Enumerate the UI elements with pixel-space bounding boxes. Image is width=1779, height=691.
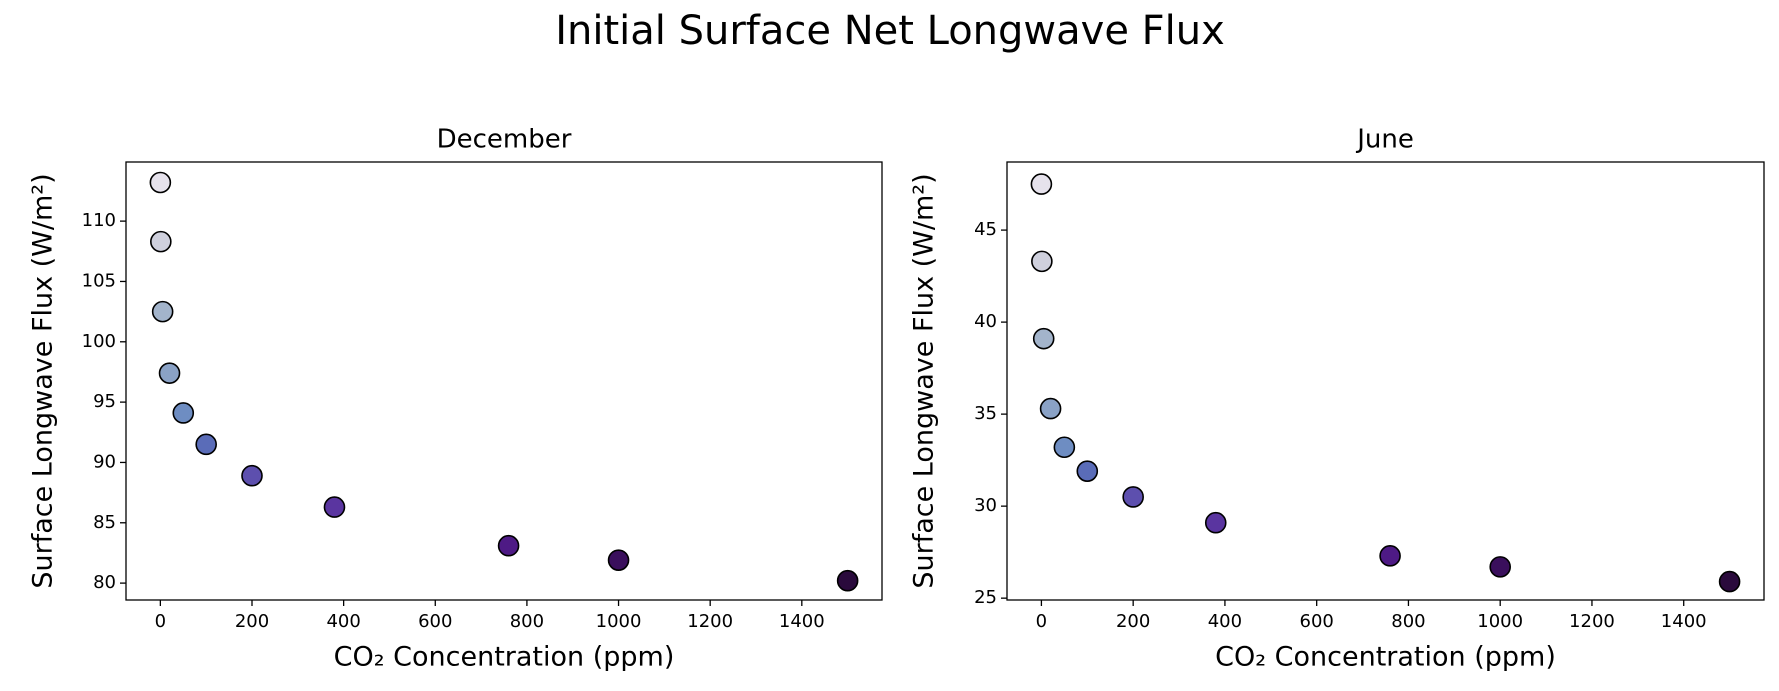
point: [1076, 460, 1099, 482]
x-tick-label: 1200: [687, 611, 733, 632]
y-tick-label: 105: [82, 270, 116, 291]
point: [836, 569, 859, 592]
y-tick-label: 40: [974, 311, 997, 332]
y-tick-label: 30: [974, 495, 997, 516]
y-tick-label: 85: [93, 512, 116, 533]
point: [1030, 173, 1053, 195]
plot-frame: [125, 161, 883, 601]
y-tick-label: 95: [93, 391, 116, 412]
point: [149, 171, 172, 194]
point: [241, 464, 263, 487]
point: [323, 496, 346, 518]
x-tick-label: 600: [1300, 611, 1334, 632]
point: [1204, 511, 1227, 534]
x-tick-label: 1000: [1477, 611, 1523, 632]
y-tick-label: 35: [974, 403, 997, 424]
x-tick-label: 200: [235, 611, 269, 632]
x-tick-label: 800: [1391, 611, 1425, 632]
y-tick-label: 90: [93, 451, 116, 472]
x-tick-label: 400: [326, 611, 360, 632]
x-tick-label: 600: [418, 611, 452, 632]
point: [1489, 556, 1511, 578]
x-tick-label: 0: [1036, 611, 1047, 632]
point: [1122, 486, 1144, 508]
point: [1032, 327, 1055, 350]
x-tick-label: 1000: [596, 611, 642, 632]
point: [1718, 570, 1741, 593]
point: [172, 402, 195, 424]
point: [158, 362, 181, 384]
point: [151, 300, 174, 323]
x-tick-label: 400: [1208, 611, 1242, 632]
point: [195, 433, 217, 456]
plot-frame: [1006, 161, 1765, 601]
x-axis-label: CO₂ Concentration (ppm): [1215, 642, 1556, 673]
y-tick-label: 80: [93, 572, 116, 593]
point: [1053, 436, 1076, 459]
point: [607, 549, 630, 571]
subplot-title: June: [1355, 125, 1414, 155]
y-tick-label: 110: [82, 210, 116, 231]
subplot-title: December: [437, 125, 572, 155]
y-axis-label: Surface Longwave Flux (W/m²): [28, 173, 59, 588]
x-tick-label: 0: [155, 611, 166, 632]
x-tick-label: 1400: [1661, 611, 1707, 632]
x-axis-label: CO₂ Concentration (ppm): [334, 642, 675, 673]
y-axis-label: Surface Longwave Flux (W/m²): [909, 173, 940, 588]
point: [1039, 397, 1062, 420]
point: [497, 534, 520, 557]
x-tick-label: 800: [510, 611, 544, 632]
figure-title: Initial Surface Net Longwave Flux: [555, 8, 1225, 54]
y-tick-label: 25: [974, 587, 997, 608]
y-tick-label: 100: [82, 331, 116, 352]
y-tick-label: 45: [974, 219, 997, 240]
point: [150, 230, 172, 253]
x-tick-label: 1200: [1569, 611, 1615, 632]
x-tick-label: 1400: [779, 611, 825, 632]
x-tick-label: 200: [1116, 611, 1150, 632]
point: [1031, 250, 1053, 273]
point: [1379, 545, 1401, 567]
